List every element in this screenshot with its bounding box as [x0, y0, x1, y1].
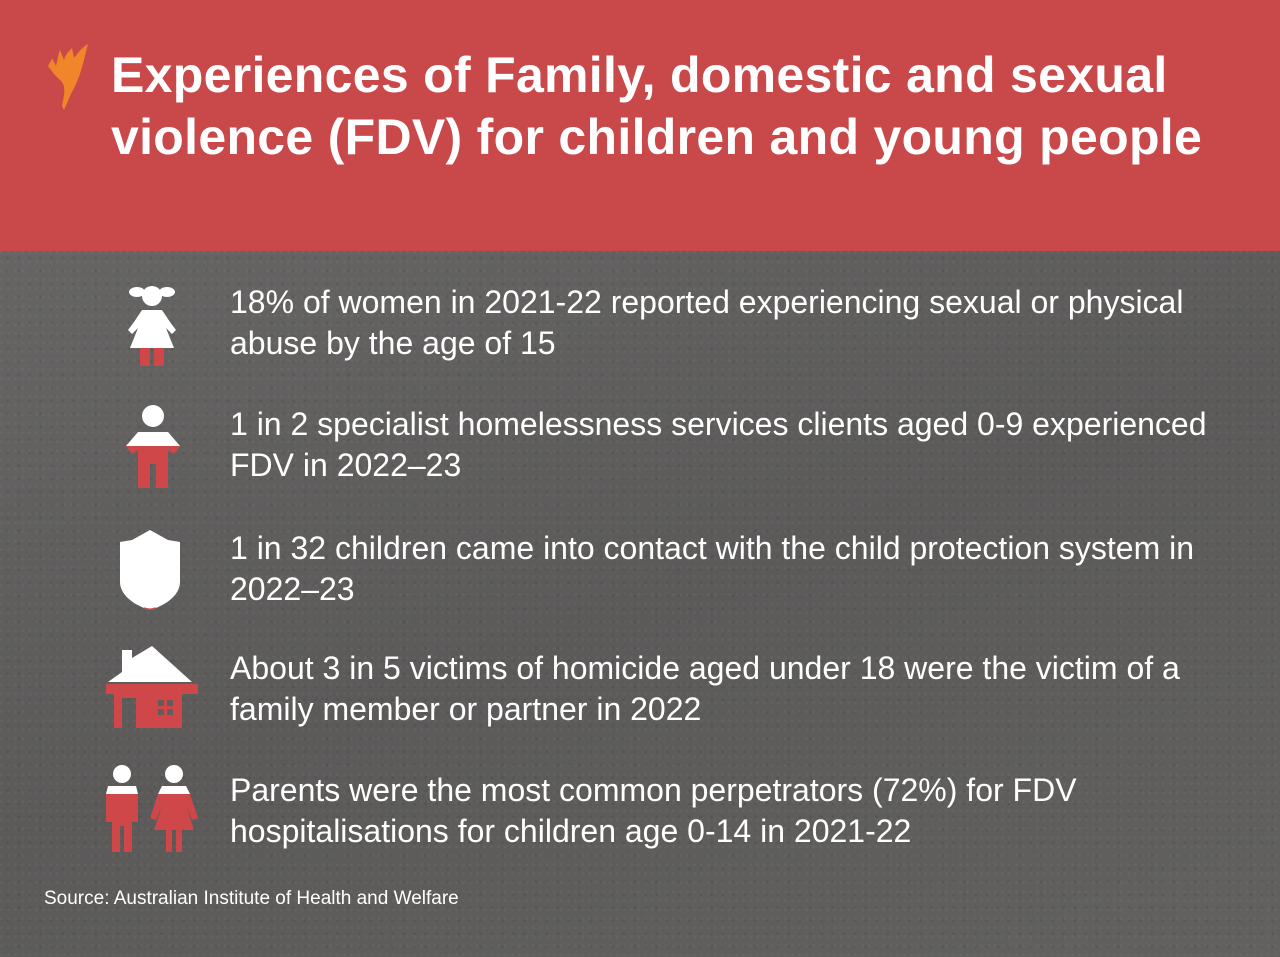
shield-icon — [120, 530, 180, 610]
title-banner: Experiences of Family, domestic and sexu… — [0, 0, 1280, 251]
concrete-background — [0, 250, 1280, 957]
source-credit: Source: Australian Institute of Health a… — [44, 888, 459, 909]
parents-icon — [106, 765, 198, 852]
stat-text: 18% of women in 2021-22 reported experie… — [230, 284, 1184, 361]
child-icon — [126, 405, 180, 488]
girl-icon — [128, 286, 176, 366]
stat-text: About 3 in 5 victims of homicide aged un… — [230, 650, 1180, 727]
stat-text: 1 in 32 children came into contact with … — [230, 530, 1195, 607]
sbs-logo-icon — [48, 44, 88, 110]
page-title: Experiences of Family, domestic and sexu… — [111, 47, 1203, 165]
house-icon — [106, 646, 198, 728]
stat-text: Parents were the most common perpetrator… — [230, 772, 1077, 849]
stat-text: 1 in 2 specialist homelessness services … — [230, 406, 1207, 483]
